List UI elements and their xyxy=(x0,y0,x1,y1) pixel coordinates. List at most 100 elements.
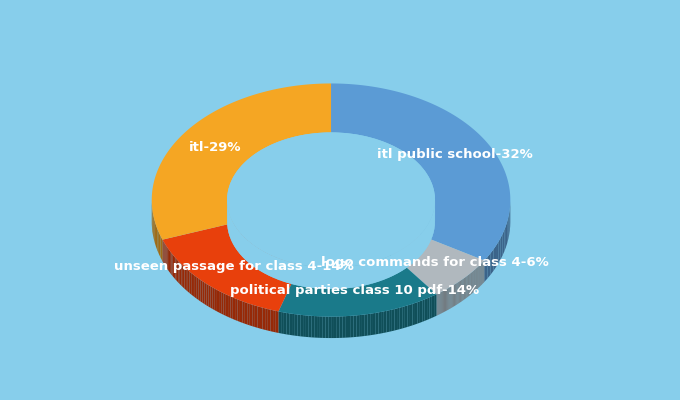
Polygon shape xyxy=(239,231,244,259)
Polygon shape xyxy=(271,310,273,332)
Polygon shape xyxy=(386,253,395,279)
Polygon shape xyxy=(165,245,167,268)
Polygon shape xyxy=(219,291,221,314)
Polygon shape xyxy=(441,292,442,314)
Polygon shape xyxy=(428,218,431,246)
Polygon shape xyxy=(464,278,465,300)
Polygon shape xyxy=(494,246,496,271)
Polygon shape xyxy=(507,218,508,243)
Polygon shape xyxy=(395,248,403,275)
Polygon shape xyxy=(331,84,510,260)
Polygon shape xyxy=(170,252,171,274)
Polygon shape xyxy=(407,305,410,327)
Polygon shape xyxy=(268,309,271,331)
Polygon shape xyxy=(195,276,197,299)
Text: unseen passage for class 4-14%: unseen passage for class 4-14% xyxy=(114,260,354,273)
Polygon shape xyxy=(184,267,186,290)
Polygon shape xyxy=(373,313,375,335)
Polygon shape xyxy=(367,261,376,285)
Polygon shape xyxy=(168,248,169,271)
Polygon shape xyxy=(231,296,233,319)
Polygon shape xyxy=(391,251,399,277)
Polygon shape xyxy=(459,281,460,303)
Polygon shape xyxy=(434,294,437,317)
Polygon shape xyxy=(289,313,292,335)
Polygon shape xyxy=(505,226,506,251)
Polygon shape xyxy=(182,264,183,287)
Polygon shape xyxy=(392,235,484,294)
Polygon shape xyxy=(457,283,458,305)
Polygon shape xyxy=(476,268,477,290)
Polygon shape xyxy=(443,290,444,312)
Polygon shape xyxy=(306,315,309,337)
Polygon shape xyxy=(248,303,250,326)
Polygon shape xyxy=(318,267,328,289)
Polygon shape xyxy=(153,214,154,239)
Polygon shape xyxy=(233,221,236,249)
Polygon shape xyxy=(258,306,260,328)
Polygon shape xyxy=(465,277,466,299)
Polygon shape xyxy=(364,314,367,336)
Polygon shape xyxy=(470,273,471,296)
Polygon shape xyxy=(466,276,467,298)
Polygon shape xyxy=(420,300,422,323)
Polygon shape xyxy=(307,266,317,288)
Polygon shape xyxy=(301,265,311,288)
Polygon shape xyxy=(328,267,339,289)
Ellipse shape xyxy=(227,132,435,268)
Polygon shape xyxy=(432,207,435,236)
Polygon shape xyxy=(345,266,356,288)
Polygon shape xyxy=(384,311,386,333)
Polygon shape xyxy=(356,315,359,337)
Polygon shape xyxy=(290,262,301,286)
Polygon shape xyxy=(404,243,411,270)
Text: itl public school-32%: itl public school-32% xyxy=(377,148,532,161)
Polygon shape xyxy=(281,312,284,334)
Polygon shape xyxy=(163,223,301,312)
Polygon shape xyxy=(260,307,262,329)
Polygon shape xyxy=(228,296,231,318)
Polygon shape xyxy=(407,240,414,267)
Polygon shape xyxy=(155,222,156,247)
Polygon shape xyxy=(392,309,394,331)
Polygon shape xyxy=(323,316,326,338)
Polygon shape xyxy=(183,266,184,289)
Polygon shape xyxy=(292,314,295,336)
Polygon shape xyxy=(418,231,423,259)
Polygon shape xyxy=(262,308,265,330)
Polygon shape xyxy=(295,314,298,336)
Polygon shape xyxy=(426,221,430,250)
Polygon shape xyxy=(228,211,231,239)
Polygon shape xyxy=(296,264,306,287)
Polygon shape xyxy=(188,270,190,293)
Polygon shape xyxy=(422,299,425,322)
Polygon shape xyxy=(446,289,447,311)
Polygon shape xyxy=(456,283,457,305)
Polygon shape xyxy=(356,264,366,287)
Polygon shape xyxy=(286,313,289,335)
Polygon shape xyxy=(231,218,234,246)
Polygon shape xyxy=(339,266,350,289)
Polygon shape xyxy=(432,295,434,318)
Polygon shape xyxy=(439,292,440,314)
Polygon shape xyxy=(467,275,468,297)
Polygon shape xyxy=(506,222,507,247)
Polygon shape xyxy=(252,305,255,327)
Polygon shape xyxy=(190,272,191,294)
Polygon shape xyxy=(370,313,373,335)
Polygon shape xyxy=(278,312,281,334)
Polygon shape xyxy=(226,294,228,317)
Polygon shape xyxy=(152,84,331,240)
Polygon shape xyxy=(442,291,443,313)
Polygon shape xyxy=(265,308,268,330)
Polygon shape xyxy=(154,218,155,243)
Polygon shape xyxy=(453,285,454,307)
Polygon shape xyxy=(508,213,509,239)
Polygon shape xyxy=(311,266,322,289)
Polygon shape xyxy=(469,274,470,296)
Polygon shape xyxy=(455,284,456,306)
Polygon shape xyxy=(447,288,449,310)
Polygon shape xyxy=(281,259,290,284)
Polygon shape xyxy=(415,302,418,324)
Polygon shape xyxy=(452,285,453,307)
